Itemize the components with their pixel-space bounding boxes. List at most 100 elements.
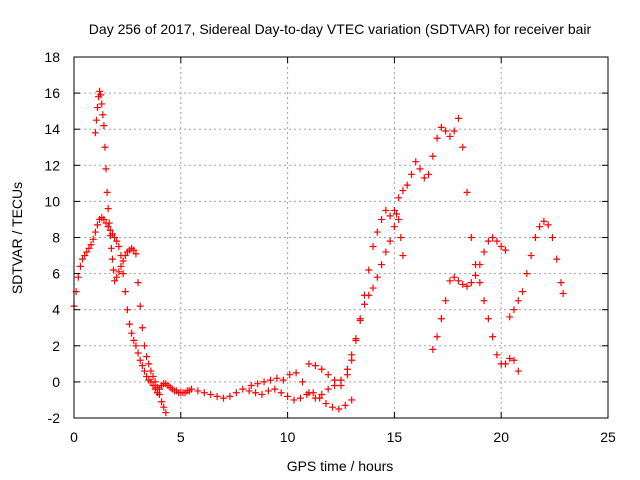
data-point [99, 111, 107, 119]
data-point [527, 252, 535, 260]
x-axis-label: GPS time / hours [287, 458, 394, 474]
data-point [544, 221, 552, 229]
data-point [433, 333, 441, 341]
series-track-7 [429, 234, 509, 353]
data-point [348, 356, 356, 364]
data-point [437, 123, 445, 131]
data-point [296, 394, 304, 402]
data-point [76, 262, 84, 270]
data-point [147, 367, 155, 375]
y-tick-label: 18 [44, 49, 60, 65]
data-point [134, 349, 142, 357]
data-point [510, 356, 518, 364]
data-point [119, 270, 127, 278]
data-point [459, 280, 467, 288]
data-point [252, 389, 260, 397]
y-tick-label: 6 [52, 266, 60, 282]
data-point [472, 271, 480, 279]
data-point [399, 187, 407, 195]
data-point [501, 360, 509, 368]
data-point [239, 385, 247, 393]
data-point [290, 396, 298, 404]
data-point [226, 392, 234, 400]
y-tick-label: -2 [48, 410, 61, 426]
data-point [442, 127, 450, 135]
data-point [79, 255, 87, 263]
data-point [523, 270, 531, 278]
data-point [348, 396, 356, 404]
data-point [395, 194, 403, 202]
data-point [117, 262, 125, 270]
y-tick-label: 16 [44, 85, 60, 101]
y-tick-label: 2 [52, 338, 60, 354]
data-point [91, 228, 99, 236]
y-tick-label: 14 [44, 121, 60, 137]
data-point [506, 354, 514, 362]
data-point [121, 252, 129, 260]
data-point [341, 401, 349, 409]
x-tick-label: 20 [493, 429, 509, 445]
data-point [493, 351, 501, 359]
data-point [104, 205, 112, 213]
data-point [324, 371, 332, 379]
data-point [145, 360, 153, 368]
data-point [162, 409, 170, 417]
data-point [480, 248, 488, 256]
data-point [140, 342, 148, 350]
data-point [403, 181, 411, 189]
axis-ticks: 0 5 10 15 20 25 -2 0 2 4 6 8 10 12 14 16 18 [44, 49, 616, 445]
data-point [476, 279, 484, 287]
data-point [514, 367, 522, 375]
y-tick-label: 4 [52, 302, 60, 318]
data-point [378, 215, 386, 223]
data-point [153, 383, 161, 391]
series-track-8 [506, 217, 567, 321]
data-point [155, 391, 163, 399]
data-point [158, 398, 166, 406]
data-point [322, 400, 330, 408]
data-point [115, 268, 123, 276]
data-point [382, 206, 390, 214]
data-point [119, 257, 127, 265]
data-point [111, 234, 119, 241]
data-point [559, 289, 567, 297]
data-point [267, 376, 275, 384]
data-point [130, 336, 138, 344]
data-point [89, 235, 97, 243]
data-point [93, 104, 101, 112]
data-point [373, 228, 381, 236]
data-point [220, 394, 228, 402]
data-point [407, 170, 415, 178]
data-point [373, 273, 381, 281]
data-point [395, 215, 403, 223]
data-point [386, 212, 394, 220]
data-point [352, 336, 360, 344]
data-point [489, 234, 497, 241]
y-tick-label: 8 [52, 230, 60, 246]
data-point [123, 306, 131, 314]
data-point [506, 313, 514, 321]
data-point [149, 372, 157, 380]
data-point [132, 250, 140, 258]
data-point [126, 320, 134, 328]
data-point [128, 329, 136, 337]
data-point [87, 241, 95, 249]
data-point [489, 333, 497, 341]
data-point [548, 234, 556, 241]
data-point [102, 165, 110, 173]
data-point [356, 315, 364, 323]
data-point [429, 152, 437, 160]
data-point [420, 174, 428, 182]
data-point [311, 362, 319, 370]
data-point [107, 244, 115, 252]
data-point [279, 376, 287, 384]
data-point [311, 394, 319, 402]
data-point [273, 374, 281, 382]
data-point [382, 248, 390, 256]
data-point [365, 266, 373, 274]
data-point [143, 353, 151, 361]
data-point [83, 248, 91, 256]
x-tick-label: 10 [280, 429, 296, 445]
series-track-3 [187, 385, 356, 413]
